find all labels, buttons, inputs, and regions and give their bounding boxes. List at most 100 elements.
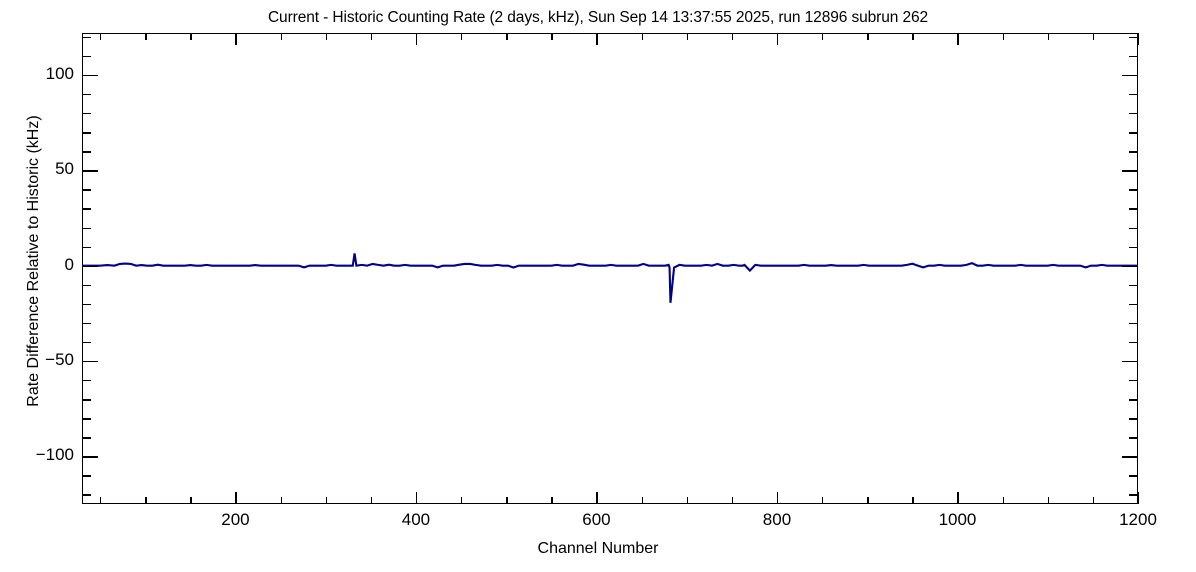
axis-tick <box>1129 189 1138 191</box>
axis-tick <box>82 227 91 229</box>
axis-tick <box>1129 475 1138 477</box>
axis-tick <box>1129 322 1138 325</box>
axis-tick <box>776 33 779 45</box>
axis-tick <box>686 33 689 40</box>
y-axis-title: Rate Difference Relative to Historic (kH… <box>25 115 42 407</box>
axis-tick <box>415 33 418 45</box>
axis-tick <box>1129 113 1138 115</box>
axis-tick <box>731 497 734 504</box>
axis-tick <box>145 497 147 504</box>
axis-tick <box>1122 456 1138 458</box>
y-axis-title-wrap: Rate Difference Relative to Historic (kH… <box>0 0 42 572</box>
axis-tick <box>1122 265 1138 268</box>
axis-tick <box>1138 492 1140 504</box>
y-tick-label: 0 <box>64 254 74 274</box>
axis-tick <box>1129 227 1138 229</box>
axis-tick <box>82 265 98 268</box>
axis-tick <box>370 497 373 504</box>
axis-tick <box>325 33 328 40</box>
axis-tick <box>82 456 98 458</box>
axis-tick <box>82 55 91 58</box>
axis-tick <box>1129 303 1138 306</box>
axis-tick <box>235 33 237 45</box>
axis-tick <box>145 33 147 40</box>
axis-tick <box>1129 94 1138 96</box>
axis-tick <box>82 437 91 439</box>
plot-frame <box>82 33 1138 504</box>
axis-tick <box>1129 151 1138 153</box>
y-tick-label: −100 <box>35 445 74 465</box>
axis-tick <box>1129 341 1138 344</box>
x-tick-label: 200 <box>221 510 250 529</box>
x-axis-tick-labels: 200 400 600 800 1000 1200 <box>0 510 1196 536</box>
axis-tick <box>912 33 914 40</box>
axis-tick <box>82 399 91 401</box>
axis-tick <box>912 497 914 504</box>
axis-tick <box>1129 132 1138 134</box>
axis-tick <box>82 475 91 477</box>
axis-tick <box>1129 284 1138 287</box>
axis-tick <box>1122 74 1138 77</box>
axis-tick <box>867 497 869 504</box>
axis-tick <box>82 303 91 306</box>
x-tick-label: 1000 <box>938 510 977 529</box>
axis-tick <box>82 284 91 287</box>
chart-title: Current - Historic Counting Rate (2 days… <box>267 9 929 26</box>
x-tick-label: 400 <box>401 510 431 529</box>
axis-tick <box>280 497 282 504</box>
axis-tick <box>957 33 959 45</box>
axis-tick <box>1092 33 1095 40</box>
axis-tick <box>1002 33 1004 40</box>
axis-tick <box>82 132 91 134</box>
axis-tick <box>1122 360 1138 363</box>
axis-tick <box>82 189 91 191</box>
axis-tick <box>1129 437 1138 439</box>
axis-tick <box>82 74 98 77</box>
x-tick-label: 600 <box>582 510 611 529</box>
y-axis-tick-labels: 100 50 0 −50 −100 <box>0 0 74 572</box>
axis-tick <box>596 492 598 504</box>
axis-tick <box>641 497 643 504</box>
axis-tick <box>1129 55 1138 58</box>
axis-tick <box>1122 170 1138 172</box>
axis-tick <box>82 360 98 363</box>
axis-tick <box>100 497 102 504</box>
axis-tick <box>82 94 91 96</box>
axis-tick <box>82 322 91 325</box>
axis-tick <box>822 497 824 504</box>
axis-tick <box>100 33 102 40</box>
axis-tick <box>1129 208 1138 210</box>
data-series-line <box>82 253 1138 303</box>
axis-tick <box>596 33 598 45</box>
axis-tick <box>82 494 91 496</box>
axis-tick <box>957 492 959 504</box>
axis-tick <box>641 33 643 40</box>
axis-tick <box>82 208 91 210</box>
axis-tick <box>325 497 328 504</box>
axis-tick <box>1047 33 1050 40</box>
axis-tick <box>82 341 91 344</box>
x-tick-label: 800 <box>762 510 792 529</box>
y-tick-label: −50 <box>45 349 74 369</box>
axis-tick <box>461 33 463 40</box>
axis-tick <box>82 151 91 153</box>
axis-tick <box>1138 33 1140 45</box>
plot-canvas <box>82 253 1138 303</box>
axis-tick <box>82 113 91 115</box>
axis-tick <box>1092 497 1095 504</box>
axis-tick <box>822 33 824 40</box>
y-tick-label: 50 <box>55 159 74 179</box>
x-tick-label: 1200 <box>1119 510 1157 529</box>
axis-tick <box>82 246 91 248</box>
axis-tick <box>82 418 91 420</box>
axis-tick <box>506 497 508 504</box>
axis-tick <box>867 33 869 40</box>
axis-tick <box>506 33 508 40</box>
axis-tick <box>82 36 91 39</box>
axis-tick <box>1129 380 1138 382</box>
axis-tick <box>731 33 734 40</box>
axis-tick <box>280 33 282 40</box>
axis-tick <box>82 170 98 172</box>
x-axis-title: Channel Number <box>537 540 659 557</box>
